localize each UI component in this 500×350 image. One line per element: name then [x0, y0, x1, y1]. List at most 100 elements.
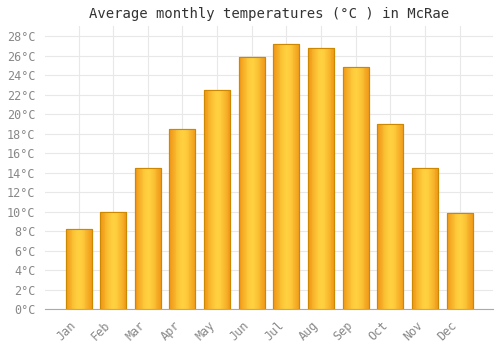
Bar [113, 211, 114, 309]
Bar [121, 211, 122, 309]
Bar [342, 67, 368, 309]
Bar [332, 48, 333, 309]
Bar [176, 129, 178, 309]
Bar [78, 229, 80, 309]
Bar [274, 44, 299, 309]
Bar [277, 44, 278, 309]
Bar [204, 90, 230, 309]
Bar [328, 48, 329, 309]
Bar [170, 129, 196, 309]
Bar [356, 67, 358, 309]
Bar [352, 67, 353, 309]
Bar [204, 90, 230, 309]
Bar [418, 168, 419, 309]
Bar [364, 67, 366, 309]
Bar [257, 57, 258, 309]
Bar [144, 168, 145, 309]
Bar [251, 57, 252, 309]
Bar [366, 67, 367, 309]
Bar [155, 168, 156, 309]
Bar [124, 211, 126, 309]
Bar [454, 214, 456, 309]
Bar [347, 67, 348, 309]
Bar [263, 57, 264, 309]
Bar [139, 168, 140, 309]
Bar [433, 168, 434, 309]
Bar [400, 124, 401, 309]
Bar [264, 57, 265, 309]
Bar [153, 168, 154, 309]
Bar [274, 44, 299, 309]
Bar [86, 229, 87, 309]
Bar [316, 48, 317, 309]
Bar [119, 211, 120, 309]
Bar [462, 214, 463, 309]
Bar [416, 168, 418, 309]
Bar [107, 211, 108, 309]
Bar [187, 129, 188, 309]
Bar [262, 57, 263, 309]
Bar [182, 129, 184, 309]
Bar [82, 229, 83, 309]
Bar [387, 124, 388, 309]
Bar [322, 48, 323, 309]
Bar [240, 57, 242, 309]
Bar [239, 57, 265, 309]
Bar [446, 214, 472, 309]
Bar [394, 124, 396, 309]
Bar [284, 44, 286, 309]
Bar [342, 67, 368, 309]
Bar [159, 168, 160, 309]
Bar [468, 214, 469, 309]
Bar [260, 57, 262, 309]
Bar [141, 168, 142, 309]
Bar [321, 48, 322, 309]
Bar [434, 168, 436, 309]
Bar [428, 168, 430, 309]
Bar [146, 168, 147, 309]
Bar [326, 48, 327, 309]
Bar [451, 214, 452, 309]
Bar [380, 124, 381, 309]
Bar [154, 168, 155, 309]
Bar [459, 214, 460, 309]
Bar [179, 129, 180, 309]
Bar [291, 44, 292, 309]
Bar [77, 229, 78, 309]
Bar [192, 129, 193, 309]
Bar [138, 168, 139, 309]
Bar [218, 90, 219, 309]
Bar [437, 168, 438, 309]
Bar [147, 168, 148, 309]
Bar [360, 67, 361, 309]
Bar [382, 124, 384, 309]
Bar [430, 168, 431, 309]
Bar [136, 168, 138, 309]
Bar [104, 211, 106, 309]
Bar [379, 124, 380, 309]
Bar [412, 168, 438, 309]
Bar [210, 90, 211, 309]
Bar [393, 124, 394, 309]
Bar [68, 229, 69, 309]
Bar [213, 90, 214, 309]
Bar [402, 124, 404, 309]
Bar [348, 67, 349, 309]
Bar [315, 48, 316, 309]
Bar [290, 44, 291, 309]
Bar [255, 57, 256, 309]
Bar [425, 168, 426, 309]
Bar [310, 48, 312, 309]
Bar [170, 129, 171, 309]
Bar [288, 44, 289, 309]
Bar [297, 44, 298, 309]
Bar [318, 48, 320, 309]
Bar [171, 129, 172, 309]
Bar [298, 44, 300, 309]
Bar [194, 129, 196, 309]
Bar [120, 211, 121, 309]
Bar [308, 48, 334, 309]
Bar [110, 211, 112, 309]
Bar [471, 214, 472, 309]
Bar [178, 129, 179, 309]
